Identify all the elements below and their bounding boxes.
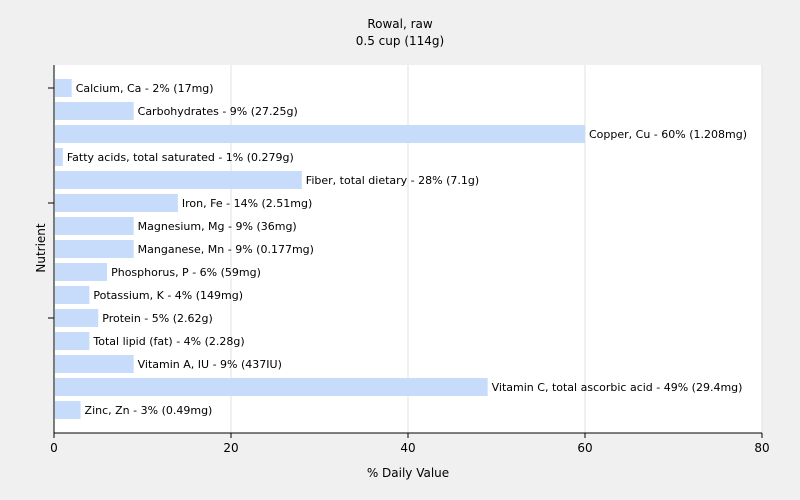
bar [55, 240, 134, 258]
plot-area: Calcium, Ca - 2% (17mg) Carbohydrates - 9… [48, 65, 770, 455]
bar-data-label: Magnesium, Mg - 9% (36mg) [138, 220, 297, 233]
bar-data-label: Iron, Fe - 14% (2.51mg) [182, 197, 312, 210]
bar [55, 148, 63, 166]
x-tick-label: 20 [223, 441, 238, 455]
bar-data-label: Calcium, Ca - 2% (17mg) [76, 82, 214, 95]
y-axis-label: Nutrient [34, 223, 48, 273]
bar-data-label: Phosphorus, P - 6% (59mg) [111, 266, 261, 279]
bar [55, 217, 134, 235]
bar [55, 355, 134, 373]
bar-data-label: Vitamin A, IU - 9% (437IU) [138, 358, 282, 371]
bar [55, 309, 99, 327]
bar [55, 332, 90, 350]
bar [55, 125, 585, 143]
bar-data-label: Manganese, Mn - 9% (0.177mg) [138, 243, 314, 256]
bar [55, 378, 488, 396]
bar [55, 286, 90, 304]
bar-data-label: Fatty acids, total saturated - 1% (0.279… [67, 151, 294, 164]
x-tick-label: 40 [400, 441, 415, 455]
bar [55, 263, 108, 281]
bar-data-label: Vitamin C, total ascorbic acid - 49% (29… [492, 381, 743, 394]
bar [55, 79, 72, 97]
x-tick-label: 60 [577, 441, 592, 455]
bar-data-label: Zinc, Zn - 3% (0.49mg) [85, 404, 213, 417]
bar-data-label: Potassium, K - 4% (149mg) [93, 289, 243, 302]
bar [55, 401, 81, 419]
bar-data-label: Protein - 5% (2.62g) [102, 312, 213, 325]
bar-data-label: Total lipid (fat) - 4% (2.28g) [92, 335, 244, 348]
x-tick-label: 80 [754, 441, 769, 455]
bar-data-label: Carbohydrates - 9% (27.25g) [138, 105, 298, 118]
chart-subtitle: 0.5 cup (114g) [356, 34, 444, 48]
bar [55, 102, 134, 120]
bar [55, 194, 178, 212]
x-tick-label: 0 [50, 441, 58, 455]
bar [55, 171, 302, 189]
chart-title: Rowal, raw [367, 17, 433, 31]
bar-data-label: Copper, Cu - 60% (1.208mg) [589, 128, 747, 141]
bar-data-label: Fiber, total dietary - 28% (7.1g) [306, 174, 479, 187]
x-axis-label: % Daily Value [367, 466, 449, 480]
